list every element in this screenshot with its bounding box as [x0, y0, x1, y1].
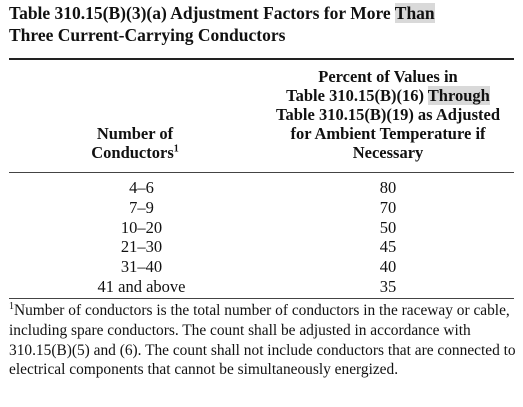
- title-highlight: Than: [394, 3, 435, 23]
- table-row: 10–20 50: [9, 218, 514, 238]
- table-row: 7–9 70: [9, 198, 514, 218]
- header-percent-line-3: Table 310.15(B)(19) as Adjusted: [276, 105, 500, 124]
- table-body: 4–6 80 7–9 70 10–20 50 21–30 45 31–40 40 41 a…: [9, 178, 514, 297]
- percent-cell: 80: [379, 178, 397, 197]
- title-line-2: Three Current-Carrying Conductors: [9, 25, 286, 45]
- percent-cell: 35: [379, 276, 397, 296]
- header-percent: Percent of Values in Table 310.15(B)(16)…: [258, 67, 518, 162]
- conductors-cell: 41 and above: [97, 276, 186, 296]
- title-line-1: Table 310.15(B)(3)(a) Adjustment Factors…: [9, 2, 514, 24]
- header-conductors: Number of Conductors1: [40, 124, 230, 162]
- header-percent-line-5: Necessary: [352, 143, 424, 162]
- table-row: 4–6 80: [9, 178, 514, 198]
- conductors-cell: 4–6: [129, 178, 154, 197]
- percent-cell: 45: [379, 237, 397, 257]
- header-conductors-line-2: Conductors1: [40, 143, 230, 162]
- percent-cell: 70: [379, 197, 397, 217]
- top-rule: [9, 58, 514, 60]
- table-row: 21–30 45: [9, 237, 514, 257]
- header-conductors-text: Conductors: [91, 143, 174, 162]
- header-percent-line-1: Percent of Values in: [318, 67, 458, 86]
- conductors-cell: 7–9: [129, 197, 154, 217]
- conductors-cell: 31–40: [120, 257, 163, 277]
- header-highlight: Through: [427, 86, 490, 105]
- footnote-marker: 1: [173, 143, 179, 155]
- percent-cell: 40: [379, 257, 397, 277]
- table-row: 31–40 40: [9, 257, 514, 277]
- title-text: Table 310.15(B)(3)(a) Adjustment Factors…: [9, 3, 395, 23]
- footer-rule: [9, 298, 514, 299]
- table-row: 41 and above 35: [9, 277, 514, 297]
- header-percent-text: Table 310.15(B)(16): [286, 86, 428, 105]
- header-rule: [9, 172, 514, 173]
- header-percent-line-4: for Ambient Temperature if: [290, 124, 486, 143]
- conductors-cell: 10–20: [120, 217, 163, 237]
- table-title: Table 310.15(B)(3)(a) Adjustment Factors…: [9, 2, 514, 46]
- footnote-number: 1: [9, 300, 14, 312]
- header-percent-line-2: Table 310.15(B)(16) Through: [258, 86, 518, 105]
- conductors-cell: 21–30: [120, 237, 163, 257]
- percent-cell: 50: [379, 217, 397, 237]
- header-conductors-line-1: Number of: [96, 124, 174, 143]
- footnote-text: Number of conductors is the total number…: [9, 302, 516, 379]
- footnote: 1Number of conductors is the total numbe…: [9, 301, 517, 380]
